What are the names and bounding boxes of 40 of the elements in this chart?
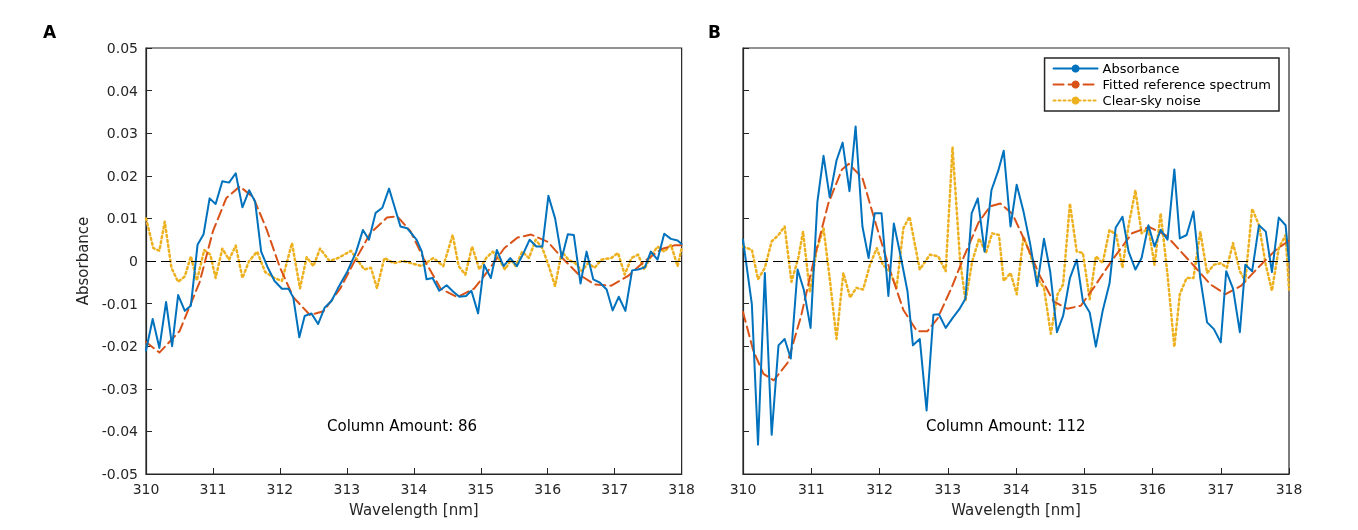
x-tick-label: 316 — [534, 481, 562, 497]
y-tick-label: 0.04 — [106, 82, 139, 99]
x-axis-title: Wavelength [nm] — [349, 500, 479, 519]
x-tick-label: 310 — [729, 481, 757, 497]
y-tick-label: 0.05 — [106, 40, 138, 56]
y-tick-label: -0.03 — [101, 380, 138, 397]
chart-title: A — [43, 21, 57, 42]
x-tick-label: 315 — [467, 481, 495, 497]
x-tick-label: 317 — [601, 481, 629, 497]
y-tick-label: 0.01 — [106, 210, 138, 227]
x-tick-label: 316 — [1139, 481, 1166, 497]
x-tick-label: 317 — [1207, 481, 1235, 497]
y-tick-label: -0.04 — [101, 423, 139, 440]
line-series — [144, 217, 683, 290]
x-tick-label: 313 — [333, 481, 361, 497]
x-tick-label: 312 — [866, 481, 893, 497]
y-tick-label: -0.01 — [101, 295, 138, 312]
x-tick-label: 315 — [1070, 481, 1098, 497]
x-tick-label: 314 — [1002, 481, 1030, 497]
y-tick-label: 0.03 — [106, 125, 138, 142]
legend-label: Absorbance — [1102, 61, 1180, 76]
x-tick-label: 311 — [199, 481, 227, 497]
y-tick-label: -0.05 — [101, 466, 138, 482]
legend-label: Clear-sky noise — [1102, 93, 1201, 108]
annotation: Column Amount: 86 — [327, 416, 478, 435]
annotation: Column Amount: 112 — [926, 416, 1086, 435]
y-tick-label: -0.02 — [101, 338, 138, 355]
chart-title: B — [708, 21, 721, 42]
x-tick-label: 318 — [1275, 481, 1303, 497]
x-tick-label: 311 — [797, 481, 825, 497]
x-tick-label: 313 — [934, 481, 962, 497]
x-tick-label: 314 — [400, 481, 428, 497]
x-axis-title: Wavelength [nm] — [951, 500, 1081, 519]
y-tick-label: 0 — [129, 253, 138, 269]
legend-label: Fitted reference spectrum — [1102, 77, 1272, 92]
x-tick-label: 312 — [266, 481, 294, 497]
x-tick-label: 310 — [132, 481, 160, 497]
x-tick-label: 318 — [668, 481, 696, 497]
y-tick-label: 0.02 — [106, 167, 138, 184]
y-axis-title: Absorbance — [74, 216, 93, 306]
